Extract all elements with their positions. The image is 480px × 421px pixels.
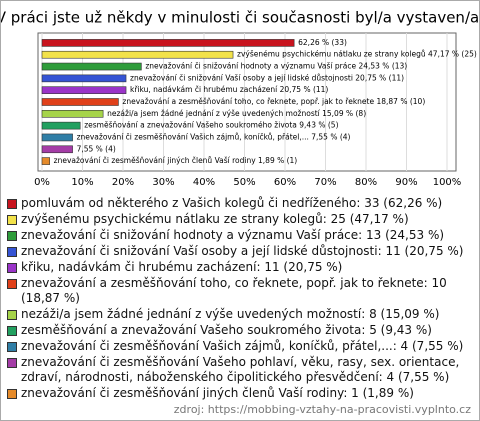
bar-label: zvýšenému psychickému nátlaku ze strany …	[237, 50, 477, 59]
legend-label: křiku, nadávkám či hrubému zacházení: 11…	[21, 260, 343, 274]
bar-label: 7,55 % (4)	[77, 144, 116, 153]
bar	[41, 145, 73, 154]
legend-item: znevažování či zesměšňování jiných členů…	[7, 386, 473, 401]
legend-item: nezáži/a jsem žádné jednání z výše uvede…	[7, 307, 473, 322]
bar-label: znevažování či snižování Vaší osoby a je…	[130, 73, 404, 82]
bar	[41, 39, 295, 47]
legend-swatch	[7, 263, 17, 273]
legend-label: zesměšňování a znevažování Vašeho soukro…	[21, 323, 432, 337]
legend-swatch	[7, 215, 17, 225]
bar	[41, 110, 104, 118]
bar-label: zesměšňování a znevažování Vašeho soukro…	[84, 121, 338, 130]
legend-swatch	[7, 310, 17, 320]
legend-item: znevažování či snižování hodnoty a význa…	[7, 228, 473, 243]
legend-label: znevažování či zesměšňování Vašich zájmů…	[21, 339, 464, 353]
bar-label: znevažování či snižování hodnoty a význa…	[145, 62, 407, 71]
bar-label: nezáži/a jsem žádné jednání z výše uvede…	[107, 109, 366, 118]
x-tick-label: 60%	[274, 177, 296, 188]
chart: V práci jste už někdy v minulosti či sou…	[1, 9, 479, 189]
chart-title: V práci jste už někdy v minulosti či sou…	[1, 9, 479, 27]
bar-label: 62,26 % (33)	[298, 38, 347, 47]
bar	[41, 50, 234, 59]
bar	[41, 86, 127, 94]
legend-swatch	[7, 231, 17, 241]
bar	[41, 98, 119, 106]
legend-swatch	[7, 342, 17, 352]
legend: pomluvám od některého z Vašich kolegů či…	[7, 196, 473, 402]
legend-swatch	[7, 279, 17, 289]
legend-item: zvýšenému psychickému nátlaku ze strany …	[7, 212, 473, 227]
x-tick-label: 20%	[112, 177, 134, 188]
source: zdroj: https://mobbing-vztahy-na-pracovi…	[173, 403, 471, 416]
x-tick-label: 10%	[71, 177, 93, 188]
x-tick-label: 80%	[355, 177, 377, 188]
legend-swatch	[7, 247, 17, 257]
legend-label: znevažování či zesměšňování jiných členů…	[21, 386, 414, 400]
legend-swatch	[7, 358, 17, 368]
x-tick-label: 40%	[193, 177, 215, 188]
x-tick-label: 0%	[34, 177, 50, 188]
legend-item: zesměšňování a znevažování Vašeho soukro…	[7, 323, 473, 338]
x-tick-label: 50%	[233, 177, 255, 188]
legend-swatch	[7, 389, 17, 399]
bar-label: znevažování či zesměšňování jiných členů…	[54, 156, 298, 165]
legend-label: znevažování a zesměšňování toho, co řekn…	[21, 276, 447, 305]
x-tick-label: 100%	[433, 177, 462, 188]
bar-label: křiku, nadávkám či hrubému zacházení 20,…	[130, 85, 328, 94]
legend-label: zvýšenému psychickému nátlaku ze strany …	[21, 212, 409, 226]
bar-label: znevažování a zesměšňování toho, co řekn…	[122, 97, 425, 106]
legend-item: znevažování či zesměšňování Vašich zájmů…	[7, 339, 473, 354]
legend-swatch	[7, 326, 17, 336]
bar	[41, 62, 142, 71]
legend-item: znevažování či zesměšňování Vašeho pohla…	[7, 355, 473, 385]
bar-label: znevažování či zesměšňování Vašich zájmů…	[77, 132, 351, 141]
legend-swatch	[7, 199, 17, 209]
bar	[41, 74, 127, 83]
bar	[41, 121, 81, 130]
legend-item: křiku, nadávkám či hrubému zacházení: 11…	[7, 260, 473, 275]
legend-item: znevažování či snižování Vaší osoby a je…	[7, 244, 473, 259]
legend-label: pomluvám od některého z Vašich kolegů či…	[21, 196, 443, 210]
legend-label: znevažování či snižování hodnoty a význa…	[21, 228, 445, 242]
legend-item: znevažování a zesměšňování toho, co řekn…	[7, 276, 473, 306]
bar	[41, 157, 50, 165]
legend-item: pomluvám od některého z Vašich kolegů či…	[7, 196, 473, 211]
x-tick-label: 90%	[395, 177, 417, 188]
bar	[41, 133, 73, 142]
x-tick-label: 30%	[152, 177, 174, 188]
x-tick-label: 70%	[314, 177, 336, 188]
legend-label: nezáži/a jsem žádné jednání z výše uvede…	[21, 307, 440, 321]
legend-label: znevažování či zesměšňování Vašeho pohla…	[21, 355, 460, 384]
legend-label: znevažování či snižování Vaší osoby a je…	[21, 244, 464, 258]
